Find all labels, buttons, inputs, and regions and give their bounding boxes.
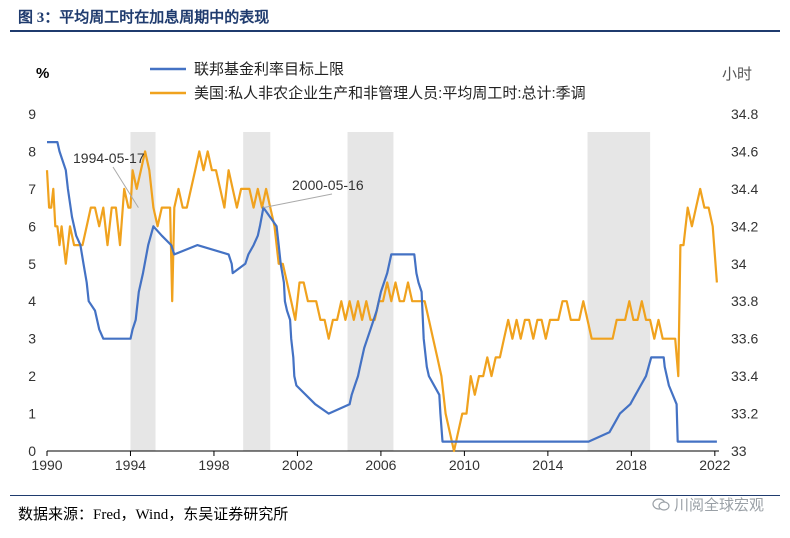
left-tick-label: 3 <box>28 331 36 347</box>
title-rule <box>10 30 780 32</box>
shaded-periods <box>130 132 651 451</box>
right-tick-label: 33 <box>731 443 747 459</box>
right-tick-label: 34 <box>731 256 747 272</box>
shaded-period-1 <box>243 132 271 451</box>
series-line <box>47 141 717 443</box>
annotation-leader <box>263 193 333 209</box>
x-tick-label: 1994 <box>115 457 146 473</box>
x-tick-label: 2002 <box>282 457 313 473</box>
left-tick-label: 6 <box>28 218 36 234</box>
right-tick-label: 34.6 <box>731 143 758 159</box>
annotation-leader <box>112 166 139 208</box>
left-tick-label: 7 <box>28 181 36 197</box>
annotation-label: 2000-05-16 <box>292 177 364 193</box>
left-tick-label: 5 <box>28 256 36 272</box>
left-tick-label: 8 <box>28 143 36 159</box>
annotation-label: 1994-05-17 <box>73 150 145 166</box>
shaded-period-3 <box>587 132 651 451</box>
x-tick-label: 2006 <box>365 457 396 473</box>
x-tick-label: 2018 <box>616 457 647 473</box>
legend-label: 联邦基金利率目标上限 <box>194 61 344 78</box>
left-tick-label: 0 <box>28 443 36 459</box>
left-axis-unit: % <box>36 65 49 82</box>
source-note: 数据来源：Fred，Wind，东吴证券研究所 <box>18 507 289 523</box>
right-tick-label: 34.8 <box>731 106 758 122</box>
series-lines <box>45 141 718 453</box>
right-tick-label: 33.8 <box>731 293 758 309</box>
legend-label: 美国:私人非农企业生产和非管理人员:平均周工时:总计:季调 <box>194 84 586 102</box>
left-tick-label: 4 <box>28 293 36 309</box>
chat-bubbles-icon <box>652 497 670 511</box>
right-tick-label: 34.4 <box>731 181 758 197</box>
x-tick-label: 2022 <box>699 457 730 473</box>
annotations: 1994-05-17 2000-05-16 <box>73 150 364 209</box>
right-tick-label: 34.2 <box>731 218 758 234</box>
left-tick-label: 2 <box>28 368 36 384</box>
series-line <box>45 150 718 453</box>
x-tick-label: 1990 <box>31 457 62 473</box>
watermark: 川阅全球宏观 <box>652 494 764 515</box>
watermark-text: 川阅全球宏观 <box>673 497 764 514</box>
x-tick-label: 1998 <box>198 457 229 473</box>
x-tick-label: 2010 <box>449 457 480 473</box>
axes: 1990 1994 1998 2002 2006 2010 2014 2018 2022 0 1 2 3… <box>28 65 758 473</box>
right-tick-label: 33.2 <box>731 406 758 422</box>
right-axis-unit: 小时 <box>722 66 752 83</box>
footer-rule <box>10 495 780 496</box>
right-tick-label: 33.4 <box>731 368 758 384</box>
x-tick-label: 2014 <box>532 457 563 473</box>
dual-axis-line-chart: 1990 1994 1998 2002 2006 2010 2014 2018 2022 0 1 2 3… <box>28 61 758 473</box>
left-tick-label: 9 <box>28 106 36 122</box>
left-tick-label: 1 <box>28 406 36 422</box>
right-tick-label: 33.6 <box>731 331 758 347</box>
figure-title: 图 3：平均周工时在加息周期中的表现 <box>18 10 270 26</box>
